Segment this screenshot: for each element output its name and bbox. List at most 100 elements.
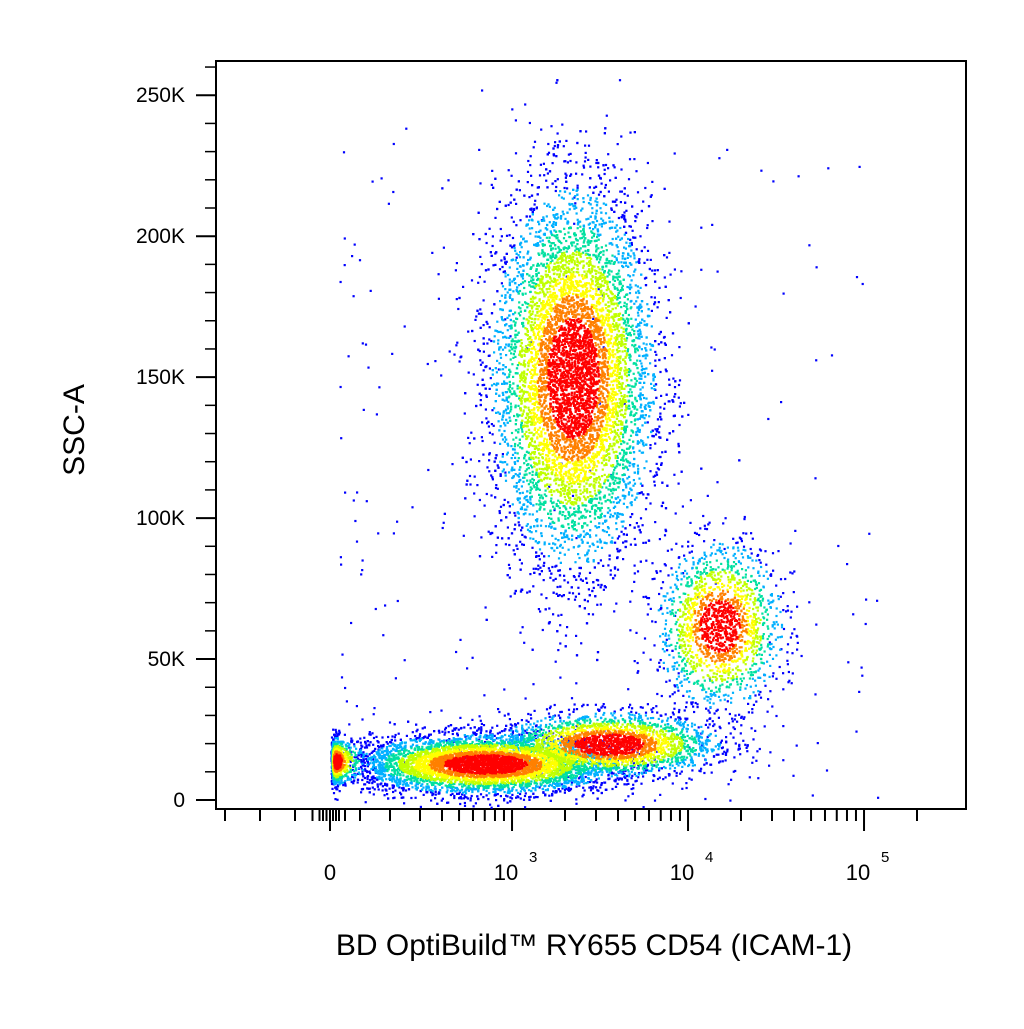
event-dot <box>624 776 627 780</box>
event-dot <box>413 738 416 741</box>
event-dot <box>560 613 563 616</box>
event-dot <box>633 714 636 717</box>
event-dot <box>471 790 474 794</box>
event-dot <box>573 222 576 225</box>
event-dot <box>481 378 484 381</box>
event-dot <box>513 247 516 250</box>
event-dot <box>678 563 681 566</box>
event-dot <box>463 726 466 729</box>
event-dot <box>563 579 566 582</box>
event-dot <box>499 227 502 231</box>
event-dot <box>608 771 611 774</box>
event-dot <box>693 764 696 767</box>
event-dot <box>652 400 655 403</box>
event-dot <box>580 717 583 720</box>
event-dot <box>520 529 523 532</box>
event-dot <box>633 270 636 273</box>
event-dot <box>549 576 552 579</box>
event-dot <box>495 411 498 414</box>
event-dot <box>528 590 531 593</box>
event-dot <box>705 738 709 741</box>
event-dot <box>596 540 599 543</box>
event-dot <box>573 708 576 711</box>
event-dot <box>515 739 518 742</box>
event-dot <box>519 568 522 571</box>
event-dot <box>496 724 499 727</box>
event-dot <box>704 739 707 742</box>
event-dot <box>613 210 616 213</box>
event-dot <box>562 213 565 216</box>
event-dot <box>670 354 674 357</box>
event-dot <box>463 734 466 737</box>
event-dot <box>552 579 555 582</box>
event-dot <box>455 298 458 301</box>
event-dot <box>636 311 640 314</box>
event-dot <box>637 470 640 473</box>
event-dot <box>642 200 645 203</box>
event-dot <box>381 761 384 764</box>
event-dot <box>719 760 722 763</box>
event-dot <box>460 797 463 800</box>
event-dot <box>373 780 376 783</box>
event-dot <box>564 780 567 783</box>
event-dot <box>673 767 677 770</box>
event-dot <box>505 234 509 237</box>
event-dot <box>675 570 678 573</box>
event-dot <box>563 786 566 789</box>
event-dot <box>749 695 752 698</box>
event-dot <box>758 747 761 751</box>
event-dot <box>382 745 385 748</box>
event-dot <box>742 717 745 720</box>
event-dot <box>423 726 426 729</box>
event-dot <box>608 227 612 230</box>
event-dot <box>350 741 353 744</box>
event-dot <box>594 224 597 227</box>
event-dot <box>521 543 524 546</box>
event-dot <box>505 323 508 326</box>
event-dot <box>643 467 646 470</box>
event-dot <box>608 509 611 512</box>
event-dot <box>613 710 616 714</box>
event-dot <box>405 782 408 785</box>
event-dot <box>607 527 610 530</box>
event-dot <box>499 795 502 798</box>
event-dot <box>540 519 543 522</box>
event-dot <box>475 315 478 318</box>
event-dot <box>568 716 571 719</box>
event-dot <box>636 429 639 432</box>
event-dot <box>488 387 491 390</box>
event-dot <box>766 577 769 580</box>
event-dot <box>718 743 722 746</box>
event-dot <box>536 736 539 739</box>
event-dot <box>478 460 481 463</box>
event-dot <box>623 192 626 196</box>
event-dot <box>673 473 676 476</box>
event-dot <box>641 394 644 397</box>
event-dot <box>369 289 372 292</box>
event-dot <box>575 172 578 175</box>
event-dot <box>488 326 491 329</box>
event-dot <box>814 693 817 696</box>
event-dot <box>378 772 381 776</box>
event-dot <box>608 242 611 245</box>
event-dot <box>345 700 348 703</box>
event-dot <box>464 789 467 792</box>
event-dot <box>593 781 596 784</box>
event-dot <box>518 492 522 495</box>
event-dot <box>648 415 651 418</box>
event-dot <box>710 346 713 349</box>
event-dot <box>645 336 648 339</box>
event-dot <box>568 713 571 716</box>
event-dot <box>493 382 496 386</box>
event-dot <box>466 797 469 800</box>
event-dot <box>645 559 648 562</box>
event-dot <box>655 353 658 356</box>
event-dot <box>666 719 669 722</box>
event-dot <box>791 572 794 575</box>
event-dot <box>563 553 566 556</box>
event-dot <box>495 484 498 487</box>
event-dot <box>369 779 372 782</box>
event-dot <box>595 778 598 781</box>
event-dot <box>502 364 505 367</box>
event-dot <box>625 264 628 267</box>
